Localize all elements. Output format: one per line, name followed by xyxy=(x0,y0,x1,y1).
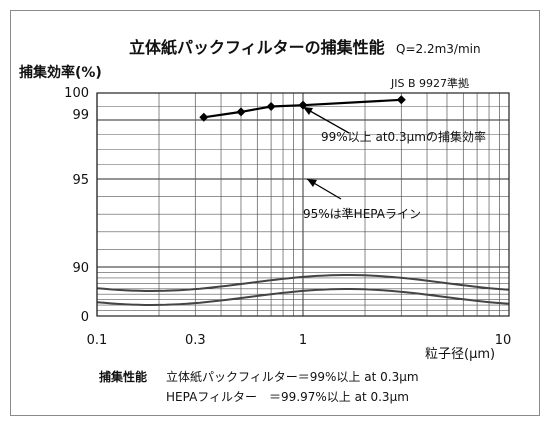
x-tick-labels: 0.1 0.3 1 10 xyxy=(87,333,512,348)
y-tick-label: 95 xyxy=(72,173,89,188)
chart-subtitle: Q=2.2m3/min xyxy=(396,42,481,56)
wave-line-upper xyxy=(96,274,510,292)
chart-frame: 立体紙パックフィルターの捕集性能 Q=2.2m3/min 捕集効率(%) JIS… xyxy=(10,10,540,416)
footer-label: 捕集性能 xyxy=(99,369,147,384)
data-point xyxy=(236,107,246,117)
chart-title: 立体紙パックフィルターの捕集性能 xyxy=(129,38,385,57)
wave-decoration xyxy=(96,274,510,306)
annotation-99-arrowhead xyxy=(303,107,313,115)
x-tick-label: 0.3 xyxy=(185,333,206,348)
y-tick-labels: 0 90 95 99 100 xyxy=(64,86,89,325)
data-point xyxy=(266,102,276,111)
y-tick-label: 90 xyxy=(72,261,89,276)
x-tick-label: 0.1 xyxy=(87,333,108,348)
y-axis-label: 捕集効率(%) xyxy=(19,64,102,81)
x-tick-label: 1 xyxy=(299,333,307,348)
standard-label: JIS B 9927準拠 xyxy=(390,76,469,90)
annotation-99: 99%以上 at0.3μmの捕集効率 xyxy=(321,129,486,144)
x-axis-label: 粒子径(μm) xyxy=(425,347,495,362)
footer-line1: 立体紙パックフィルター＝99%以上 at 0.3μm xyxy=(166,369,419,384)
annotation-95-arrowhead xyxy=(307,179,317,187)
annotation-95: 95%は準HEPAライン xyxy=(303,206,421,221)
y-tick-label: 99 xyxy=(72,108,89,123)
wave-line-lower xyxy=(96,288,510,306)
plot-border xyxy=(96,92,510,317)
efficiency-chart: 立体紙パックフィルターの捕集性能 Q=2.2m3/min 捕集効率(%) JIS… xyxy=(19,38,512,404)
y-tick-label: 0 xyxy=(81,310,89,325)
data-point xyxy=(199,112,209,122)
y-tick-label: 100 xyxy=(64,86,89,101)
data-point xyxy=(396,95,406,105)
x-tick-label: 10 xyxy=(495,333,512,348)
footer-line2: HEPAフィルター ＝99.97%以上 at 0.3μm xyxy=(166,390,409,404)
